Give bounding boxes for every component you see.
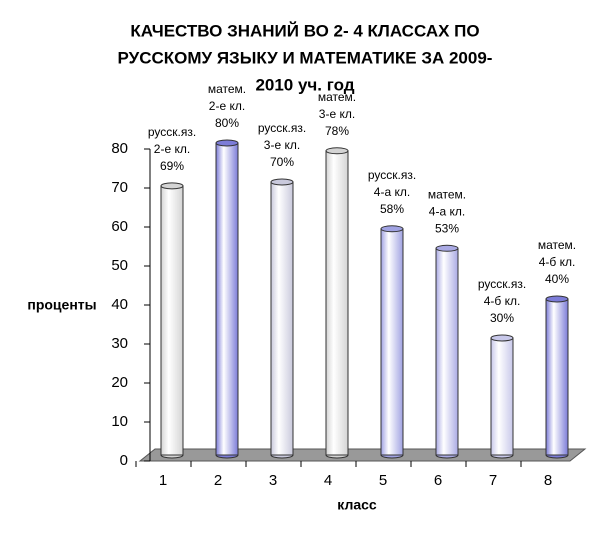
data-label: 53% [435,221,459,235]
x-tick-label: 1 [159,472,167,489]
cylinder-top [325,147,349,155]
y-tick-label: 60 [111,218,128,235]
x-tick-label: 4 [324,472,332,489]
data-label: 2-е кл. [209,99,245,113]
chart-title: РУССКОМУ ЯЗЫКУ И МАТЕМАТИКЕ ЗА 2009- [118,48,493,67]
cylinder-top [380,225,404,233]
x-tick-label: 3 [269,472,277,489]
x-tick-label: 2 [214,472,222,489]
data-label: матем. [208,82,246,96]
data-label: матем. [318,90,356,104]
bar [545,298,569,456]
data-label: 40% [545,272,569,286]
data-label: 30% [490,311,514,325]
x-tick-label: 5 [379,472,387,489]
data-label: 69% [160,159,184,173]
y-tick-label: 30 [111,335,128,352]
bar [435,247,459,456]
data-label: 2-е кл. [154,142,190,156]
bar [160,185,184,456]
y-tick-label: 70 [111,179,128,196]
data-label: русск.яз. [368,168,416,182]
data-label: русск.яз. [258,121,306,135]
y-axis-label: проценты [27,297,96,313]
data-label: 4-а кл. [429,204,465,218]
data-label: 80% [215,116,239,130]
cylinder-top [490,334,514,342]
y-tick-label: 40 [111,296,128,313]
y-tick-label: 20 [111,374,128,391]
y-tick-label: 0 [120,452,128,469]
bar [490,337,514,456]
data-label: 3-е кл. [319,107,355,121]
chart-title: 2010 уч. год [255,75,354,94]
data-label: 4-а кл. [374,185,410,199]
x-axis-label: класс [337,497,377,513]
cylinder-top [215,139,239,147]
data-label: матем. [538,238,576,252]
x-tick-label: 7 [489,472,497,489]
data-label: 3-е кл. [264,138,300,152]
y-tick-label: 50 [111,257,128,274]
data-label: русск.яз. [478,277,526,291]
data-label: 58% [380,202,404,216]
y-tick-label: 10 [111,413,128,430]
cylinder-top [435,244,459,252]
data-label: матем. [428,187,466,201]
bar [215,142,239,456]
chart-title: КАЧЕСТВО ЗНАНИЙ ВО 2- 4 КЛАССАХ ПО [130,21,479,40]
floor [138,448,587,462]
cylinder-top [545,295,569,303]
x-tick-label: 6 [434,472,442,489]
data-label: 4-б кл. [539,255,576,269]
bar [380,228,404,456]
x-tick-label: 8 [544,472,552,489]
bar [325,150,349,456]
data-label: русск.яз. [148,125,196,139]
data-label: 4-б кл. [484,294,521,308]
data-label: 78% [325,124,349,138]
cylinder-top [160,182,184,190]
cylinder-top [270,178,294,186]
y-tick-label: 80 [111,140,128,157]
bar [270,181,294,456]
data-label: 70% [270,155,294,169]
